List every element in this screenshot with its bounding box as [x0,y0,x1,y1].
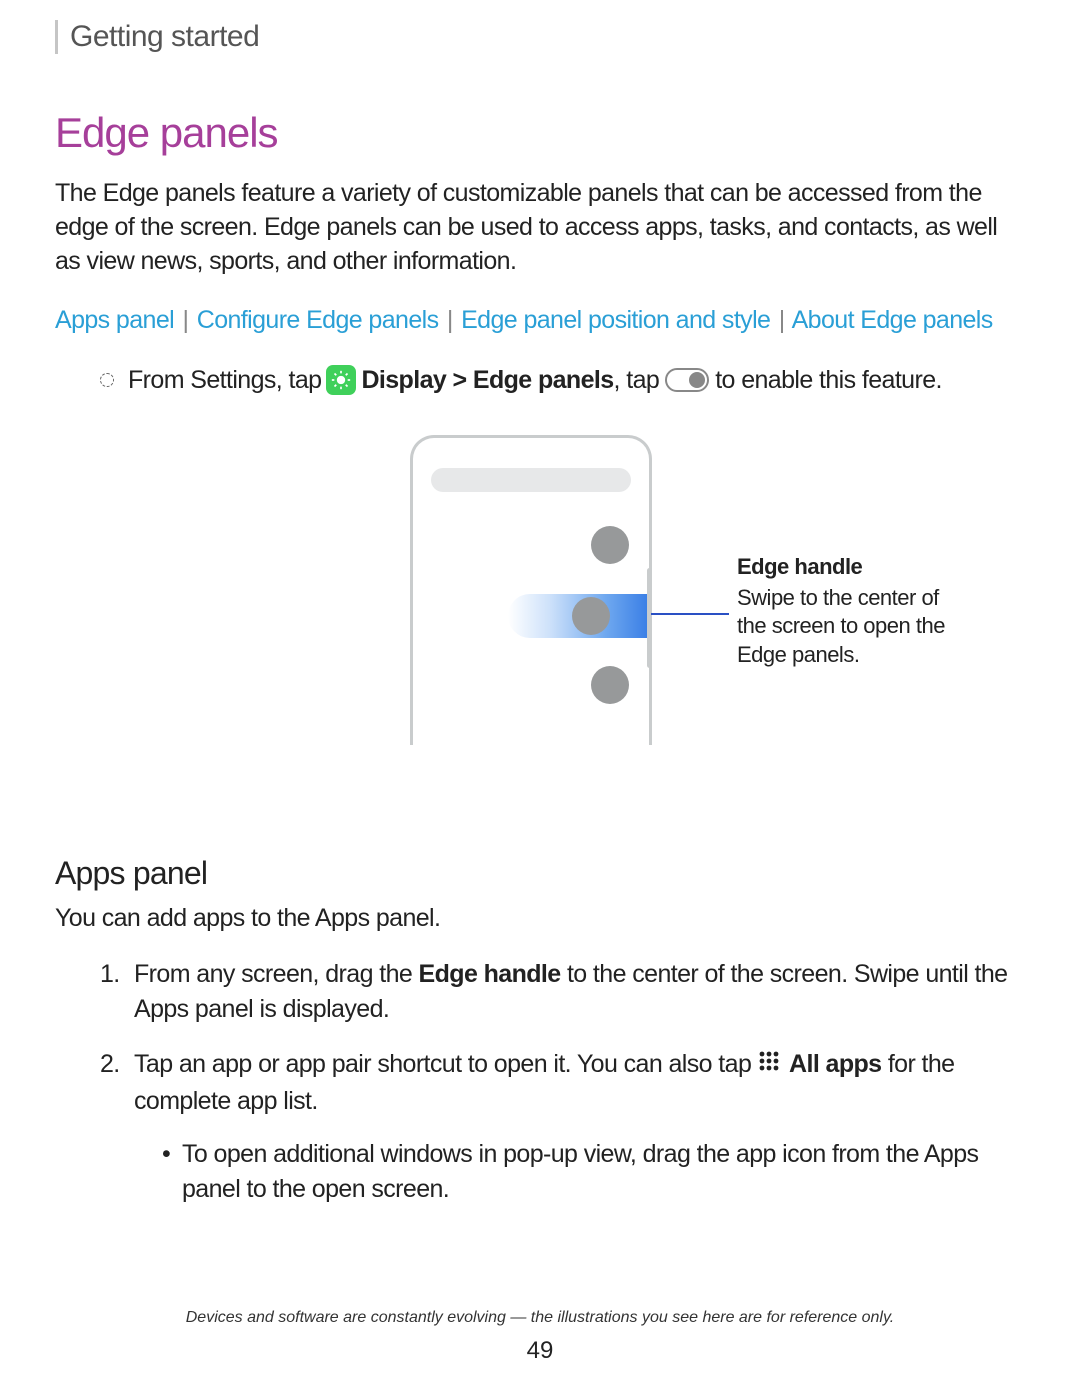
instruction-text-2: , tap [614,366,660,395]
link-apps-panel[interactable]: Apps panel [55,306,174,334]
link-separator: | [779,306,785,334]
phone-illustration [410,435,652,745]
enable-instruction: From Settings, tap Display > Edge panels… [100,365,1025,395]
step-2: 2. Tap an app or app pair shortcut to op… [100,1047,1025,1207]
apps-panel-intro: You can add apps to the Apps panel. [55,904,1025,933]
page-title: Edge panels [55,109,1025,157]
step-text: Tap an app or app pair shortcut to open … [134,1050,751,1078]
display-settings-icon [326,365,356,395]
edge-handle-icon [647,568,652,668]
step-number: 2. [100,1047,120,1082]
all-apps-icon [758,1047,780,1082]
callout-text: Edge handle Swipe to the center of the s… [737,553,957,669]
callout-body: Swipe to the center of the screen to ope… [737,584,957,670]
step-1: 1. From any screen, drag the Edge handle… [100,957,1025,1027]
swipe-gradient [508,594,648,638]
step-text-bold: Edge handle [419,960,561,988]
toggle-switch-icon [665,368,709,392]
intro-paragraph: The Edge panels feature a variety of cus… [55,177,1025,278]
app-dot-icon [591,666,629,704]
step-text: From any screen, drag the [134,960,419,988]
section-links: Apps panel | Configure Edge panels | Edg… [55,306,1025,335]
bullet-icon [100,373,114,387]
link-separator: | [182,306,188,334]
callout-line [651,613,729,615]
step-text-bold: All apps [784,1050,882,1078]
step-number: 1. [100,957,120,992]
app-dot-icon [591,526,629,564]
link-separator: | [447,306,453,334]
callout-title: Edge handle [737,553,957,582]
breadcrumb: Getting started [70,20,1025,54]
edge-handle-figure: Edge handle Swipe to the center of the s… [55,435,1025,815]
link-configure-edge[interactable]: Configure Edge panels [197,306,439,334]
apps-panel-steps: 1. From any screen, drag the Edge handle… [100,957,1025,1207]
link-about-edge[interactable]: About Edge panels [792,306,993,334]
page-number: 49 [0,1337,1080,1365]
sub-bullet: To open additional windows in pop-up vie… [162,1137,1025,1207]
search-bar-placeholder [431,468,631,492]
instruction-text-1: From Settings, tap [128,366,321,395]
step-2-sublist: To open additional windows in pop-up vie… [162,1137,1025,1207]
app-dot-icon [572,597,610,635]
link-edge-position[interactable]: Edge panel position and style [461,306,770,334]
footer-disclaimer: Devices and software are constantly evol… [0,1309,1080,1327]
instruction-text-bold: Display > Edge panels [361,366,613,395]
instruction-text-3: to enable this feature. [715,366,942,395]
apps-panel-heading: Apps panel [55,855,1025,892]
